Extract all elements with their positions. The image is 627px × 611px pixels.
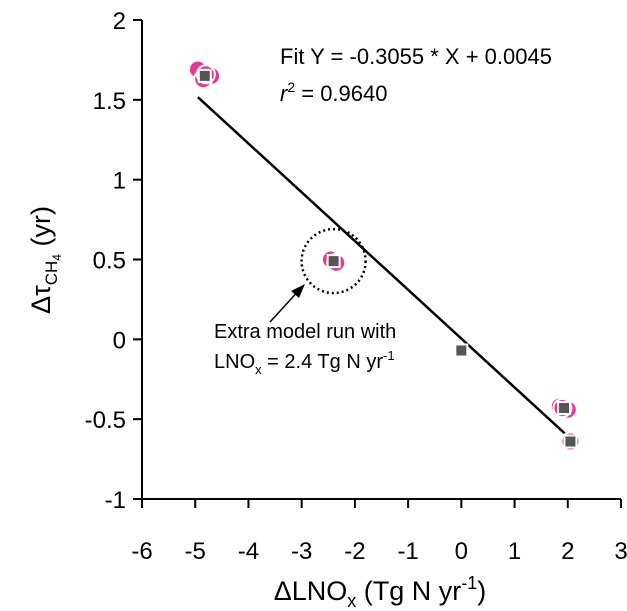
- x-tick-label: 3: [614, 538, 627, 565]
- fit-equation: Fit Y = -0.3055 * X + 0.0045: [280, 44, 552, 69]
- y-axis-label: ΔτCH4 (yr): [26, 206, 64, 314]
- x-tick-label: -2: [344, 538, 365, 565]
- annotation-text-line2: LNOx = 2.4 Tg N yr-1: [214, 348, 395, 377]
- x-ticks: -6 -5 -4 -3 -2 -1 0 1 2 3: [131, 499, 627, 565]
- annotation-text-line1: Extra model run with: [214, 321, 396, 343]
- x-tick-label: 0: [455, 538, 468, 565]
- y-tick-label: -0.5: [85, 407, 126, 434]
- y-tick-label: 1: [113, 168, 126, 195]
- x-tick-label: -6: [131, 538, 152, 565]
- y-tick-label: 0.5: [93, 248, 126, 275]
- x-tick-label: -4: [238, 538, 259, 565]
- x-tick-label: -3: [291, 538, 312, 565]
- annotation-circle: [300, 227, 367, 295]
- y-ticks: -1 -0.5 0 0.5 1 1.5 2: [85, 8, 142, 514]
- r-squared: r2 = 0.9640: [280, 79, 388, 106]
- x-tick-label: 1: [508, 538, 521, 565]
- annotation-arrowhead: [291, 284, 305, 298]
- y-tick-label: 2: [113, 8, 126, 35]
- x-tick-label: -5: [185, 538, 206, 565]
- data-points: [187, 59, 581, 452]
- y-tick-label: 1.5: [93, 88, 126, 115]
- x-tick-label: -1: [397, 538, 418, 565]
- x-tick-label: 2: [561, 538, 574, 565]
- data-point-square: [326, 254, 341, 269]
- x-axis-label: ΔLNOx (Tg N yr-1): [274, 573, 487, 611]
- y-tick-label: 0: [113, 327, 126, 354]
- fit-line: [197, 96, 572, 440]
- y-tick-label: -1: [105, 487, 126, 514]
- data-point-square: [557, 400, 572, 415]
- data-point-square: [454, 343, 469, 358]
- data-point-square: [197, 68, 212, 83]
- data-point-square: [563, 434, 578, 449]
